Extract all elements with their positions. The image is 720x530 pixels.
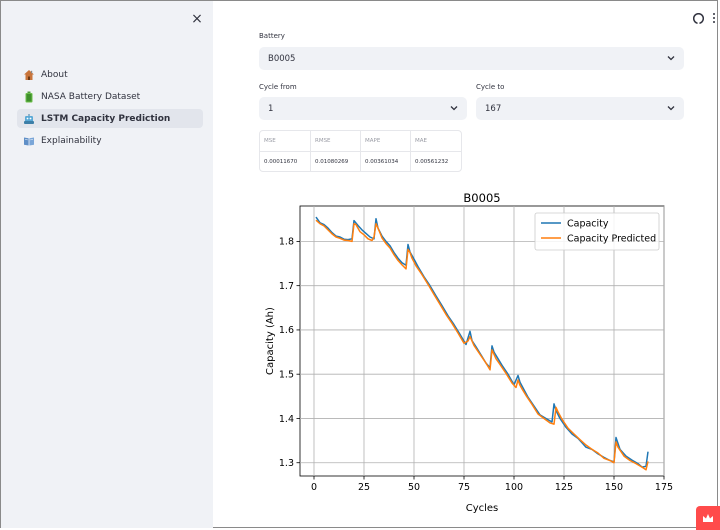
y-axis: 1.3 1.4 1.5 1.6 1.7 1.8 xyxy=(279,237,300,469)
cycle-from-value: 1 xyxy=(268,103,274,114)
chart-legend: Capacity Capacity Predicted xyxy=(534,212,660,251)
chevron-down-icon xyxy=(667,106,675,111)
metrics-header-mape: MAPE xyxy=(361,131,411,151)
streamlit-badge[interactable] xyxy=(696,506,720,530)
metrics-value-row: 0.00011670 0.01080269 0.00361034 0.00561… xyxy=(260,152,461,171)
sidebar-item-label: Explainability xyxy=(41,135,102,146)
sidebar: × About NASA Battery Dataset LSTM Capaci… xyxy=(1,1,213,528)
x-tick-label: 25 xyxy=(358,482,370,493)
metrics-header-mse: MSE xyxy=(260,131,311,151)
legend-label-capacity-predicted: Capacity Predicted xyxy=(567,234,656,245)
battery-label: Battery xyxy=(259,32,285,40)
metrics-value-rmse: 0.01080269 xyxy=(311,152,361,171)
y-tick-label: 1.7 xyxy=(279,281,294,292)
battery-select[interactable]: B0005 xyxy=(259,47,684,70)
sidebar-item-nasa-battery-dataset[interactable]: NASA Battery Dataset xyxy=(17,87,203,106)
sidebar-item-label: LSTM Capacity Prediction xyxy=(41,113,171,124)
metrics-table: MSE RMSE MAPE MAE 0.00011670 0.01080269 … xyxy=(259,130,462,172)
metrics-header-mae: MAE xyxy=(415,138,427,144)
battery-select-value: B0005 xyxy=(268,53,296,64)
github-icon[interactable] xyxy=(693,13,704,24)
crown-icon xyxy=(703,514,713,522)
capacity-chart: 0 25 50 75 100 125 150 175 1.3 1.4 1.5 1.6 1.7 1.8 B… xyxy=(265,191,673,514)
chart-title: B0005 xyxy=(463,191,500,205)
y-tick-label: 1.5 xyxy=(279,369,294,380)
cycle-from-label: Cycle from xyxy=(259,83,297,91)
sidebar-item-label: About xyxy=(41,69,68,80)
series-line-capacity-predicted xyxy=(315,219,649,471)
plot-area xyxy=(299,205,665,477)
x-tick-label: 150 xyxy=(605,482,623,493)
book-icon xyxy=(23,135,35,147)
sidebar-item-about[interactable]: About xyxy=(17,65,203,84)
y-grid xyxy=(300,241,664,464)
sidebar-item-lstm-capacity-prediction[interactable]: LSTM Capacity Prediction xyxy=(17,109,203,128)
y-tick-label: 1.8 xyxy=(279,237,294,248)
chevron-down-icon xyxy=(450,106,458,111)
x-tick-label: 125 xyxy=(555,482,573,493)
metrics-value-mse: 0.00011670 xyxy=(260,152,311,171)
metrics-value-mae: 0.00561232 xyxy=(415,159,449,165)
battery-icon xyxy=(23,91,35,103)
y-tick-label: 1.4 xyxy=(279,414,294,425)
cycle-to-select[interactable]: 167 xyxy=(476,97,684,120)
x-tick-label: 75 xyxy=(458,482,470,493)
sidebar-item-explainability[interactable]: Explainability xyxy=(17,131,203,150)
x-tick-label: 0 xyxy=(311,482,317,493)
x-tick-label: 50 xyxy=(408,482,420,493)
more-menu-icon[interactable] xyxy=(712,12,716,24)
x-axis-label: Cycles xyxy=(466,503,499,514)
robot-icon xyxy=(23,113,35,125)
metrics-header-rmse: RMSE xyxy=(311,131,361,151)
sidebar-close-button[interactable]: × xyxy=(191,11,203,27)
y-tick-label: 1.6 xyxy=(279,325,294,336)
cycle-to-label: Cycle to xyxy=(476,83,505,91)
series-layer xyxy=(315,216,649,471)
legend-label-capacity: Capacity xyxy=(567,219,609,230)
chevron-down-icon xyxy=(667,56,675,61)
metrics-header-row: MSE RMSE MAPE MAE xyxy=(260,131,461,152)
y-tick-label: 1.3 xyxy=(279,458,294,469)
x-tick-label: 100 xyxy=(505,482,523,493)
cycle-from-select[interactable]: 1 xyxy=(259,97,467,120)
x-axis: 0 25 50 75 100 125 150 175 xyxy=(311,476,673,493)
cycle-to-value: 167 xyxy=(485,103,502,114)
y-axis-label: Capacity (Ah) xyxy=(265,307,276,375)
legend-box xyxy=(534,212,660,251)
x-tick-label: 175 xyxy=(655,482,673,493)
house-icon xyxy=(23,69,35,81)
sidebar-item-label: NASA Battery Dataset xyxy=(41,91,141,102)
metrics-value-mape: 0.00361034 xyxy=(361,152,411,171)
